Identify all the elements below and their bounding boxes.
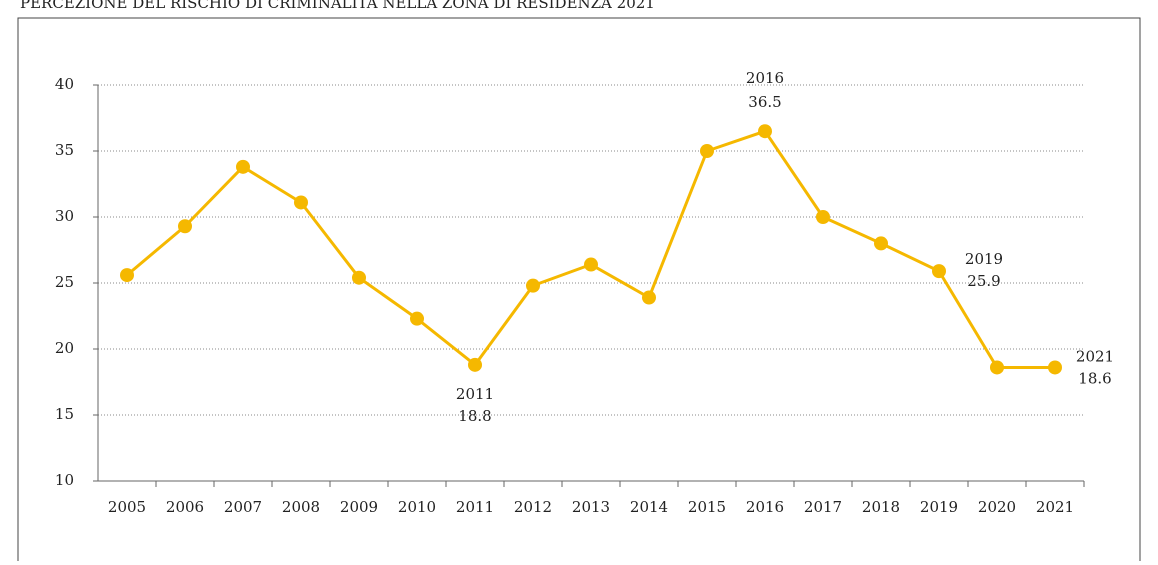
x-tick-label: 2015	[688, 498, 726, 516]
x-tick-label: 2017	[804, 498, 842, 516]
x-tick-label: 2012	[514, 498, 552, 516]
annotation-year: 2011	[456, 385, 494, 403]
x-tick-label: 2007	[224, 498, 262, 516]
y-tick-label: 15	[55, 405, 74, 423]
data-point	[584, 257, 598, 272]
data-label: 18.8	[458, 407, 491, 425]
x-tick-label: 2018	[862, 498, 900, 516]
data-point	[1048, 360, 1062, 375]
x-tick-label: 2005	[108, 498, 146, 516]
data-point	[294, 195, 308, 210]
data-label: 36.5	[748, 93, 781, 111]
annotation-year: 2016	[746, 69, 784, 87]
y-tick-label: 35	[55, 141, 74, 159]
data-point	[120, 268, 134, 283]
data-point	[468, 357, 482, 372]
y-tick-label: 30	[55, 207, 74, 225]
data-label: 18.6	[1078, 369, 1111, 387]
x-tick-label: 2014	[630, 498, 668, 516]
y-tick-label: 10	[55, 471, 74, 489]
data-point	[526, 278, 540, 293]
data-point	[410, 311, 424, 326]
data-point	[642, 290, 656, 305]
data-point	[178, 219, 192, 234]
x-tick-label: 2006	[166, 498, 204, 516]
data-point	[352, 270, 366, 285]
x-tick-label: 2021	[1036, 498, 1074, 516]
y-tick-label: 25	[55, 273, 74, 291]
data-point	[236, 159, 250, 174]
data-point	[874, 236, 888, 251]
x-tick-label: 2016	[746, 498, 784, 516]
chart-title: PERCEZIONE DEL RISCHIO DI CRIMINALITÀ NE…	[20, 0, 655, 12]
data-point	[700, 144, 714, 158]
y-tick-label: 20	[55, 339, 74, 357]
data-label: 25.9	[967, 272, 1000, 290]
x-tick-label: 2011	[456, 498, 494, 516]
x-tick-label: 2009	[340, 498, 378, 516]
y-tick-label: 40	[55, 75, 74, 93]
x-tick-label: 2008	[282, 498, 320, 516]
x-tick-label: 2010	[398, 498, 436, 516]
annotation-year: 2021	[1076, 347, 1114, 365]
x-tick-label: 2013	[572, 498, 610, 516]
x-tick-label: 2020	[978, 498, 1016, 516]
x-tick-label: 2019	[920, 498, 958, 516]
series-line	[126, 129, 1055, 369]
chart-frame	[17, 17, 1141, 565]
data-point	[990, 360, 1004, 375]
annotation-year: 2019	[965, 250, 1003, 268]
data-point	[816, 210, 830, 224]
data-point	[932, 264, 946, 279]
data-point	[758, 124, 772, 139]
